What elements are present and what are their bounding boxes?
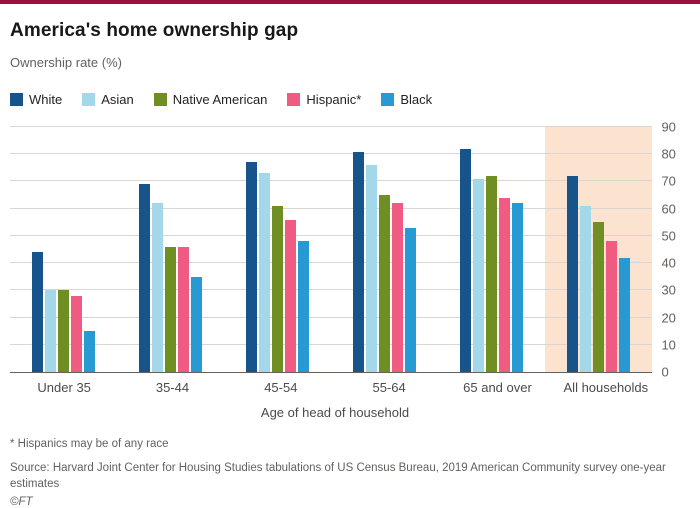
bar [619, 257, 631, 372]
legend-item: Black [381, 92, 432, 107]
category-label: Under 35 [37, 380, 91, 395]
category-label: 65 and over [463, 380, 532, 395]
y-tick-label: 50 [661, 228, 676, 244]
bar [606, 241, 618, 372]
gridline [10, 180, 653, 182]
category-labels: Under 35 35-44 45-54 55-64 65 and over All ho… [10, 380, 660, 395]
bar [392, 203, 404, 372]
legend-label: Asian [101, 92, 134, 107]
y-tick-label: 60 [661, 201, 676, 217]
y-tick-label: 30 [661, 282, 676, 298]
legend-label: Hispanic* [306, 92, 362, 107]
chart: 0 10 20 30 40 50 60 70 80 90 [10, 120, 690, 380]
bar [486, 176, 498, 372]
bar [165, 246, 177, 372]
bar-group [224, 127, 331, 372]
gridline [10, 126, 653, 127]
y-tick-label: 90 [661, 119, 676, 135]
bar [84, 331, 96, 372]
y-tick-label: 70 [661, 173, 676, 189]
footnote: * Hispanics may be of any race [10, 438, 169, 450]
y-tick-label: 40 [661, 255, 676, 271]
gridline [10, 262, 653, 264]
y-tick-label: 10 [661, 337, 676, 353]
category-label: 55-64 [372, 380, 406, 395]
bar [246, 162, 258, 372]
legend-item: Native American [153, 92, 268, 107]
gridline [10, 316, 653, 318]
legend-swatch [153, 93, 167, 106]
bar [285, 219, 297, 372]
bar [139, 184, 151, 372]
legend-swatch [287, 93, 301, 106]
bar [178, 246, 190, 372]
legend-item: White [10, 92, 62, 107]
bar-group [10, 127, 117, 372]
bar-group [117, 127, 224, 372]
legend-label: Black [400, 92, 433, 107]
credit: ©FT [10, 496, 33, 508]
y-tick-label: 20 [661, 310, 676, 326]
bar [580, 205, 592, 372]
legend-label: White [29, 92, 63, 107]
category-label: 45-54 [264, 380, 298, 395]
gridline [10, 153, 653, 155]
bar [353, 151, 365, 372]
plot [10, 126, 653, 373]
bar [32, 252, 44, 372]
gridline [10, 289, 653, 291]
source-line: Source: Harvard Joint Center for Housing… [10, 462, 666, 491]
bar [499, 197, 511, 372]
bar [473, 178, 485, 372]
bar [152, 203, 164, 372]
legend-item: Asian [82, 92, 134, 107]
bar-group [331, 127, 438, 372]
bar [259, 173, 271, 372]
legend-swatch [82, 93, 96, 106]
bar-groups [10, 127, 652, 372]
chart-subtitle: Ownership rate (%) [10, 55, 122, 70]
gridline [10, 343, 653, 345]
legend-label: Native American [172, 92, 268, 107]
bar [460, 148, 472, 372]
y-axis: 0 10 20 30 40 50 60 70 80 90 [652, 120, 690, 380]
y-tick-label: 0 [661, 364, 669, 380]
legend-item: Hispanic* [287, 92, 361, 107]
bar [366, 165, 378, 372]
bar [58, 290, 70, 372]
bar-group [545, 127, 652, 372]
page-title: America's home ownership gap [10, 20, 299, 41]
chart-card: America's home ownership gap Ownership r… [0, 4, 700, 508]
bar [405, 227, 417, 372]
category-label: All households [563, 380, 649, 395]
bar [593, 222, 605, 372]
bar-group [438, 127, 545, 372]
bar [298, 241, 310, 372]
legend: White Asian Native American Hispanic* Black [10, 92, 690, 107]
x-axis-label: Age of head of household [260, 405, 410, 420]
legend-swatch [10, 93, 23, 106]
bar [512, 203, 524, 372]
gridline [10, 207, 653, 209]
bar [191, 276, 203, 372]
gridline [10, 234, 653, 236]
category-label: 35-44 [155, 380, 190, 395]
bar [272, 205, 284, 372]
bar [45, 290, 57, 372]
bar [567, 176, 579, 372]
y-tick-label: 80 [661, 146, 676, 162]
bar [71, 295, 83, 372]
top-accent-bar [0, 0, 700, 4]
bar [379, 195, 391, 372]
legend-swatch [381, 93, 395, 106]
